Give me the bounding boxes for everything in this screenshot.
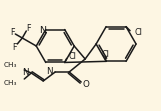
Text: Cl: Cl — [69, 52, 77, 61]
Text: N: N — [39, 26, 46, 35]
Text: Cl: Cl — [134, 28, 142, 37]
Text: CH₃: CH₃ — [4, 80, 17, 86]
Text: F: F — [12, 43, 17, 52]
Text: N: N — [46, 66, 52, 75]
Text: F: F — [10, 28, 14, 37]
Text: N: N — [22, 67, 28, 76]
Text: CH₃: CH₃ — [4, 62, 17, 68]
Text: Cl: Cl — [101, 50, 109, 59]
Text: F: F — [26, 24, 31, 33]
Text: O: O — [83, 79, 90, 88]
